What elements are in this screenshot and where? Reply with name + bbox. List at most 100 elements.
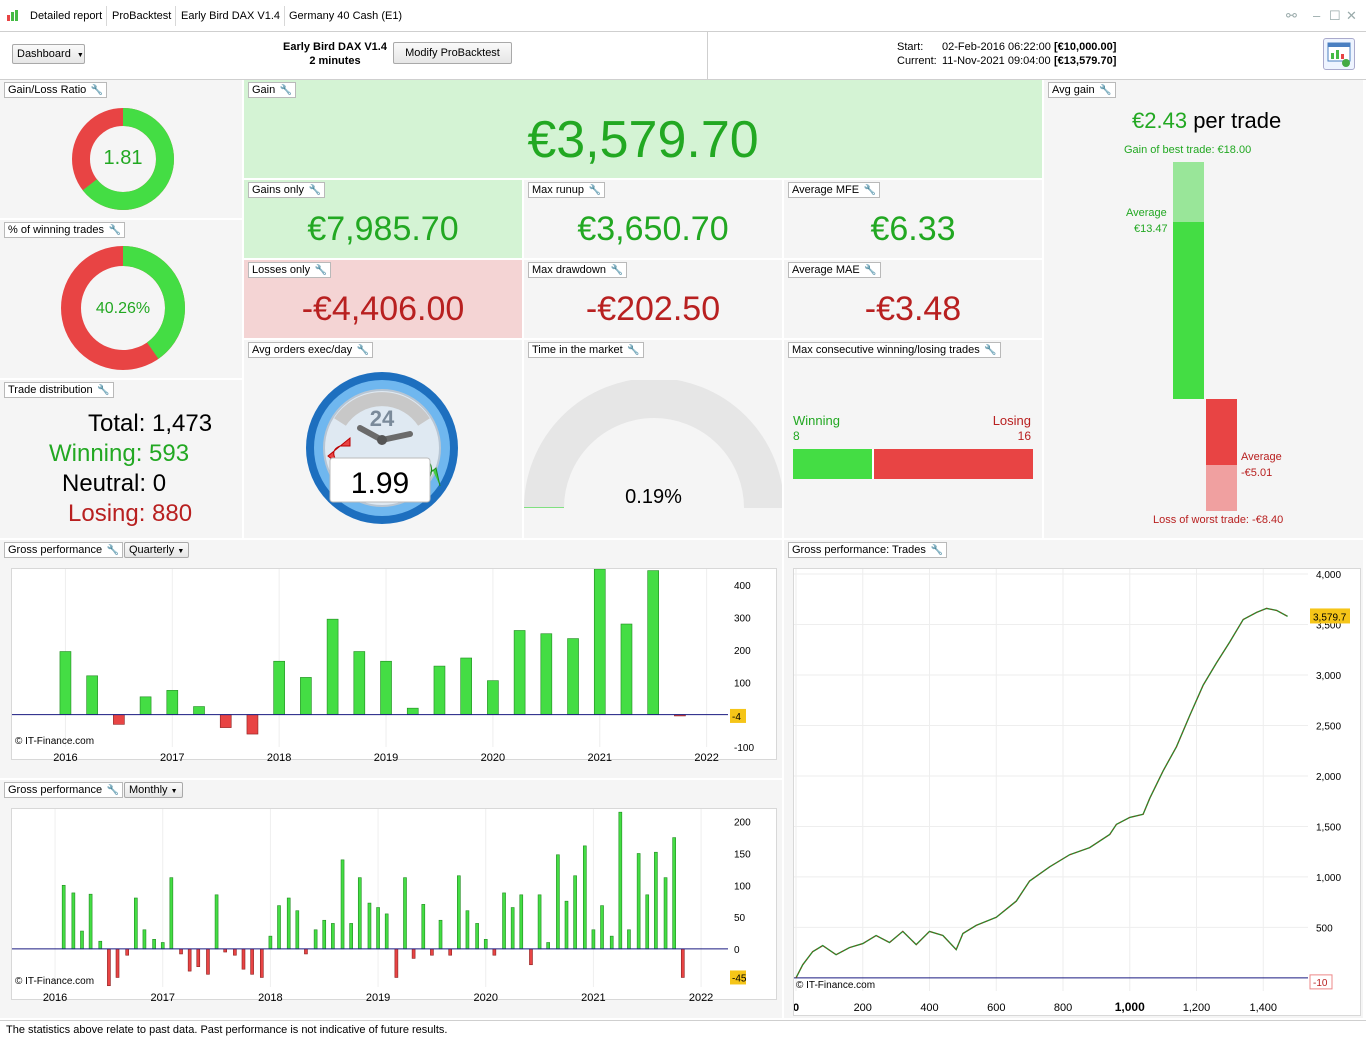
avg-gain-headline: €2.43 per trade (1132, 108, 1281, 134)
max-runup-title-text: Max runup (532, 184, 584, 196)
avg-orders-title: Avg orders exec/day 🔧 (248, 342, 374, 358)
bar (380, 660, 392, 715)
wrench-icon[interactable]: 🔧 (588, 185, 601, 196)
gains-only-panel: Gains only 🔧 €7,985.70 (244, 180, 523, 259)
losses-only-title-text: Losses only (252, 264, 311, 276)
close-icon[interactable]: ✕ (1346, 8, 1357, 23)
bar (357, 877, 362, 950)
bar (179, 948, 183, 955)
trade-distribution-panel: Trade distribution 🔧 Total: 1,473 Winning… (0, 380, 243, 539)
bar (672, 837, 676, 950)
time-in-market-panel: Time in the market 🔧 0.19% (524, 340, 783, 539)
bar (663, 877, 668, 950)
wrench-icon[interactable]: 🔧 (863, 185, 877, 196)
report-settings-icon[interactable] (1323, 38, 1355, 70)
wrench-icon[interactable]: 🔧 (930, 545, 943, 556)
monthly-mode-label: Monthly (129, 784, 168, 796)
bar (546, 942, 550, 950)
bar (487, 680, 499, 715)
donut-win-arc (61, 246, 185, 370)
bar (421, 904, 426, 950)
wrench-icon[interactable]: 🔧 (356, 345, 370, 356)
bar (219, 714, 232, 728)
consecutive-loss-bar (874, 449, 1033, 479)
avg-orders-value: 1.99 (351, 467, 409, 500)
bar (567, 638, 579, 715)
time-in-market-value: 0.19% (625, 486, 682, 508)
x-tick-label: 1,200 (1183, 1002, 1211, 1014)
gain-loss-ratio-title: Gain/Loss Ratio 🔧 (4, 82, 108, 98)
tab-system[interactable]: Early Bird DAX V1.4 (177, 6, 286, 26)
tab-probacktest[interactable]: ProBacktest (108, 6, 177, 26)
dashboard-label: Dashboard (17, 48, 71, 60)
bar (593, 568, 606, 715)
wrench-icon[interactable]: 🔧 (627, 345, 640, 356)
bar (367, 902, 372, 950)
best-bar (1173, 162, 1204, 222)
gain-loss-ratio-donut (72, 108, 174, 210)
wrench-icon[interactable]: 🔧 (314, 265, 328, 276)
trades-chart: 02004006008001,0001,2001,4004,0003,5003,… (793, 569, 1350, 1014)
bar (618, 811, 623, 950)
average-mfe-panel: Average MFE 🔧 €6.33 (784, 180, 1043, 259)
wrench-icon[interactable]: 🔧 (279, 85, 293, 96)
wrench-icon[interactable]: 🔧 (90, 85, 104, 96)
share-icon[interactable]: ⚯ (1286, 8, 1297, 23)
bar (465, 910, 470, 950)
consecutive-loss-label: Losing (992, 413, 1031, 428)
bar (647, 570, 659, 715)
winning-trades-panel: % of winning trades 🔧 40.26% (0, 220, 243, 379)
dashboard-dropdown[interactable]: Dashboard ▼ (12, 44, 85, 64)
wrench-icon[interactable]: 🔧 (864, 265, 877, 276)
wrench-icon[interactable]: 🔧 (308, 185, 321, 196)
bar (206, 948, 210, 975)
bar (537, 894, 542, 950)
bar (448, 948, 453, 956)
x-tick-label: 2020 (481, 752, 505, 764)
y-tick-label: 2,000 (1316, 772, 1341, 783)
last-value-badge (1310, 608, 1350, 624)
bar (513, 630, 526, 715)
avg-gain-value: €2.43 (1132, 108, 1188, 133)
wrench-icon[interactable]: 🔧 (610, 265, 623, 276)
monthly-mode-dropdown[interactable]: Monthly ▼ (124, 782, 183, 798)
quarterly-panel: Gross performance 🔧 Quarterly ▼ 2016 2017 2… (0, 540, 783, 779)
tab-bar: Detailed report ProBacktest Early Bird D… (0, 0, 1366, 32)
tab-detailed-report[interactable]: Detailed report (26, 6, 108, 26)
wrench-icon[interactable]: 🔧 (108, 225, 121, 236)
wrench-icon[interactable]: 🔧 (106, 785, 120, 796)
wrench-icon[interactable]: 🔧 (106, 545, 120, 556)
maximize-icon[interactable]: ☐ (1329, 8, 1341, 23)
quarterly-mode-dropdown[interactable]: Quarterly ▼ (124, 542, 190, 558)
gains-only-value: €7,985.70 (307, 210, 459, 248)
consecutive-win-label: Winning (793, 413, 840, 428)
avg-gain-title-text: Avg gain (1052, 84, 1095, 96)
bar (492, 948, 497, 956)
consecutive-panel: Max consecutive winning/losing trades 🔧 W… (784, 340, 1043, 539)
y-tick-label: 3,000 (1316, 671, 1341, 682)
y-tick-label: 300 (734, 614, 751, 625)
wrench-icon[interactable]: 🔧 (984, 345, 997, 356)
wrench-icon[interactable]: 🔧 (97, 385, 110, 396)
gain-title-text: Gain (252, 84, 276, 96)
gauge-track (524, 380, 782, 509)
bar (115, 948, 120, 978)
bar (277, 905, 281, 950)
x-tick-label: 2022 (694, 752, 718, 764)
winning-trades-title: % of winning trades 🔧 (4, 222, 125, 238)
disclaimer: The statistics above relate to past data… (0, 1020, 1366, 1038)
clock-label: 24 (370, 406, 395, 431)
bar (88, 893, 93, 950)
bar (406, 707, 419, 715)
minimize-icon[interactable]: – (1313, 8, 1321, 23)
gain-loss-ratio-title-text: Gain/Loss Ratio (8, 84, 87, 96)
bar (134, 897, 138, 950)
tab-instrument[interactable]: Germany 40 Cash (E1) (289, 10, 403, 22)
bar (394, 948, 399, 978)
y-tick-label: 50 (734, 913, 746, 924)
modify-probacktest-button[interactable]: Modify ProBacktest (393, 42, 512, 64)
min-value-badge (1309, 974, 1333, 990)
gains-only-title: Gains only 🔧 (248, 182, 325, 198)
wrench-icon[interactable]: 🔧 (1099, 85, 1112, 96)
quarterly-title: Gross performance 🔧 (4, 542, 124, 558)
